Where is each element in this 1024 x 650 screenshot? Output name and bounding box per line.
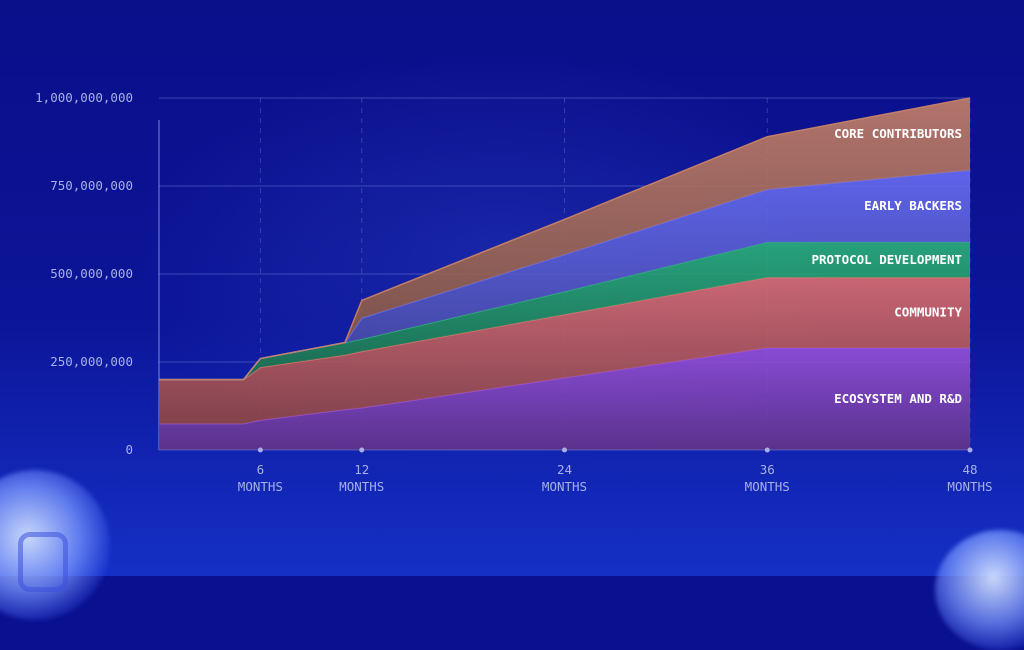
y-tick-label: 0 bbox=[125, 442, 133, 457]
stacked-areas bbox=[159, 97, 971, 450]
x-tick-dot bbox=[359, 447, 365, 453]
y-tick-label: 500,000,000 bbox=[50, 266, 133, 281]
x-tick-number: 6 bbox=[257, 462, 265, 477]
x-tick-dot bbox=[764, 447, 770, 453]
x-tick-unit: MONTHS bbox=[542, 479, 587, 494]
area-shade-community bbox=[159, 277, 970, 424]
x-tick-number: 48 bbox=[962, 462, 977, 477]
series-label-protocol-development: PROTOCOL DEVELOPMENT bbox=[811, 252, 962, 267]
x-tick-unit: MONTHS bbox=[238, 479, 283, 494]
x-tick-number: 12 bbox=[354, 462, 369, 477]
x-tick-dot bbox=[967, 447, 973, 453]
x-tick-number: 24 bbox=[557, 462, 572, 477]
x-tick-unit: MONTHS bbox=[745, 479, 790, 494]
series-label-community: COMMUNITY bbox=[894, 305, 962, 320]
x-tick-dot bbox=[562, 447, 567, 453]
series-label-ecosystem-and-r-d: ECOSYSTEM AND R&D bbox=[834, 391, 962, 406]
area-shade-core-contributors bbox=[159, 98, 970, 380]
x-tick-unit: MONTHS bbox=[339, 479, 384, 494]
series-label-early-backers: EARLY BACKERS bbox=[864, 198, 962, 213]
area-shade-ecosystem-and-r-d bbox=[159, 347, 970, 450]
area-shade-protocol-development bbox=[159, 242, 970, 380]
series-label-core-contributors: CORE CONTRIBUTORS bbox=[834, 126, 962, 141]
series-line-core-contributors bbox=[159, 97, 971, 381]
y-tick-label: 1,000,000,000 bbox=[35, 90, 133, 105]
x-tick-dot bbox=[257, 447, 263, 453]
area-shade-early-backers bbox=[159, 170, 970, 380]
axes: 0 250,000,000 500,000,000 750,000,000 1,000,… bbox=[35, 90, 992, 494]
x-tick-number: 36 bbox=[760, 462, 775, 477]
series-labels: ECOSYSTEM AND R&D COMMUNITY PROTOCOL DEVEL… bbox=[811, 126, 962, 406]
x-tick-unit: MONTHS bbox=[947, 479, 992, 494]
y-tick-label: 750,000,000 bbox=[50, 178, 133, 193]
token-vesting-chart: ECOSYSTEM AND R&D COMMUNITY PROTOCOL DEVEL… bbox=[35, 90, 992, 494]
y-tick-label: 250,000,000 bbox=[50, 354, 133, 369]
